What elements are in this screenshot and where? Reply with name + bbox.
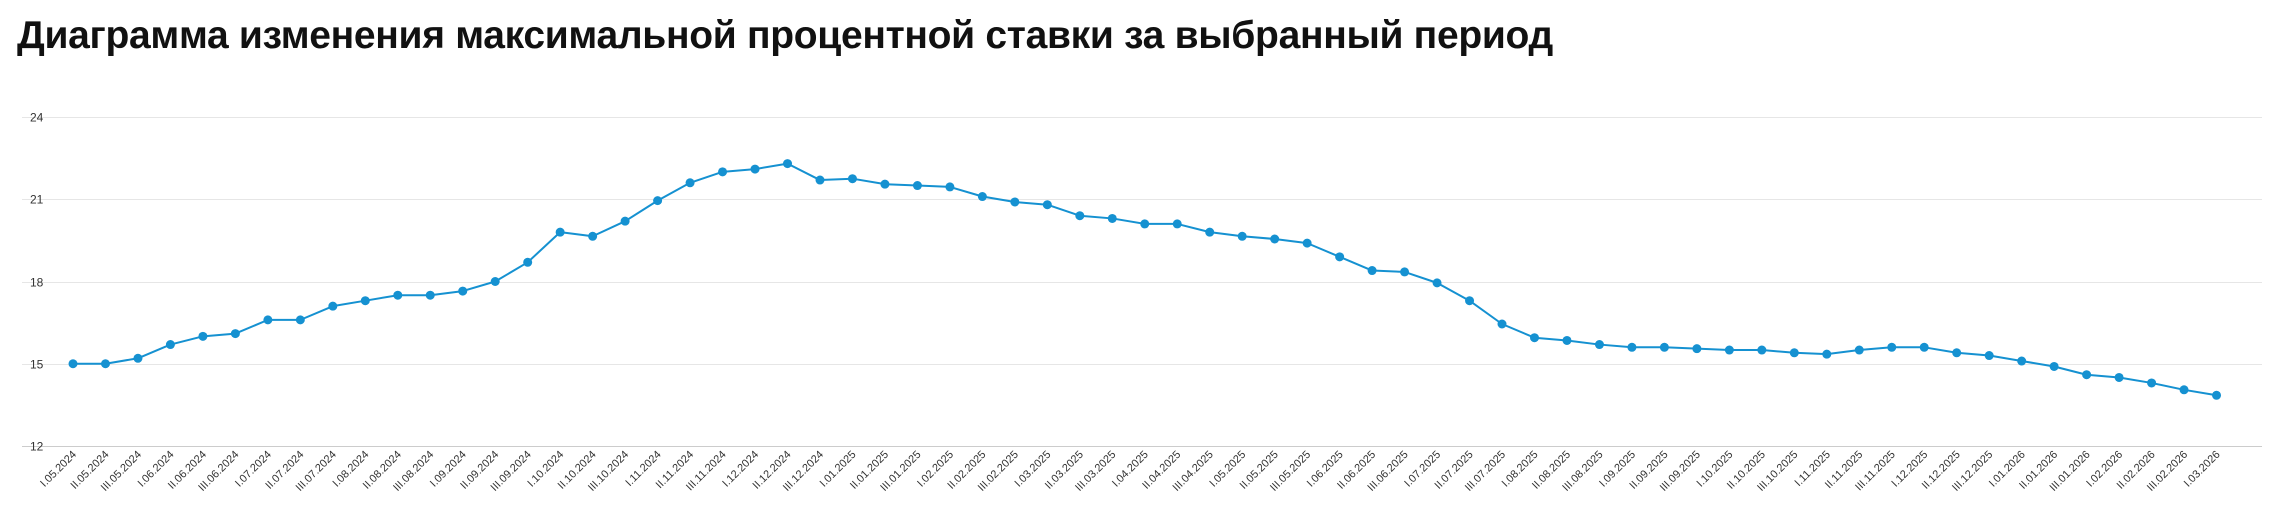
y-tick-label: 24 [30,111,44,125]
data-point[interactable] [523,257,533,267]
data-point[interactable] [1529,333,1539,343]
x-tick-label: I.03.2026 [2182,449,2223,490]
data-point[interactable] [2114,372,2124,382]
data-point[interactable] [1594,340,1604,350]
data-point[interactable] [880,179,890,189]
data-point[interactable] [100,359,110,369]
data-point[interactable] [815,175,825,185]
data-point[interactable] [1627,342,1637,352]
data-point[interactable] [555,227,565,237]
data-point[interactable] [1075,211,1085,221]
data-point[interactable] [1010,197,1020,207]
data-point[interactable] [230,329,240,339]
data-point[interactable] [1822,349,1832,359]
y-tick-label: 18 [30,276,44,290]
data-point[interactable] [165,340,175,350]
data-point[interactable] [1887,342,1897,352]
y-tick-label: 15 [30,358,44,372]
data-point[interactable] [458,286,468,296]
data-point[interactable] [620,216,630,226]
data-point[interactable] [653,196,663,206]
data-point[interactable] [133,353,143,363]
data-point[interactable] [1042,200,1052,210]
data-point[interactable] [2017,356,2027,366]
data-point[interactable] [295,315,305,325]
data-point[interactable] [1107,213,1117,223]
data-point[interactable] [2147,378,2157,388]
y-tick-label: 21 [30,193,44,207]
data-point[interactable] [1757,345,1767,355]
grid-layer [22,117,2262,447]
y-tick-label: 12 [30,440,44,454]
data-point[interactable] [1692,344,1702,354]
data-point[interactable] [685,178,695,188]
data-point[interactable] [1984,351,1994,361]
data-point[interactable] [1367,266,1377,276]
data-point[interactable] [425,290,435,300]
data-point[interactable] [1205,227,1215,237]
data-point[interactable] [1400,267,1410,277]
data-point[interactable] [588,231,598,241]
data-point[interactable] [977,192,987,202]
series-layer [68,159,2222,400]
series-line [73,162,2217,397]
y-axis: 12 15 18 21 24 [30,111,44,454]
data-point[interactable] [490,277,500,286]
data-point[interactable] [1140,219,1150,229]
x-axis: I.05.2024II.05.2024III.05.2024I.06.2024I… [38,449,2222,494]
data-point[interactable] [393,290,403,300]
page-title: Диаграмма изменения максимальной процент… [17,14,1553,57]
data-point[interactable] [750,164,760,174]
data-point[interactable] [912,181,922,191]
data-point[interactable] [783,159,793,169]
data-point[interactable] [2179,385,2189,395]
data-point[interactable] [2212,390,2222,400]
data-point[interactable] [1789,348,1799,358]
data-point[interactable] [1172,219,1182,229]
data-point[interactable] [1562,335,1572,345]
data-point[interactable] [1919,342,1929,352]
data-point[interactable] [2082,370,2092,380]
data-point[interactable] [1497,319,1507,329]
data-point[interactable] [2049,361,2059,371]
data-point[interactable] [718,167,728,177]
data-point[interactable] [1724,345,1734,355]
data-point[interactable] [1952,348,1962,358]
data-point[interactable] [1270,234,1280,244]
data-point[interactable] [328,301,338,311]
data-point[interactable] [360,296,370,306]
data-point[interactable] [1465,296,1475,306]
data-point[interactable] [847,174,857,184]
data-point[interactable] [68,359,78,369]
data-point[interactable] [1237,231,1247,241]
data-point[interactable] [1302,238,1312,248]
data-point[interactable] [1432,278,1442,288]
data-point[interactable] [1335,252,1345,262]
data-point[interactable] [198,331,208,341]
data-point[interactable] [1659,342,1669,352]
data-point[interactable] [1854,345,1864,355]
data-point[interactable] [263,315,273,325]
data-point[interactable] [945,182,955,192]
